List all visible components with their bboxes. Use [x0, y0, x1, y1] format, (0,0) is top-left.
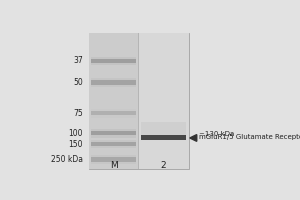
Text: ~130 kDa: ~130 kDa [199, 131, 234, 137]
Bar [91, 109, 136, 118]
Text: M: M [110, 161, 118, 170]
Polygon shape [190, 135, 197, 141]
Text: mGluR1/5 Glutamate Receptor: mGluR1/5 Glutamate Receptor [199, 134, 300, 140]
Bar [138, 33, 139, 169]
Bar [89, 33, 139, 169]
Bar [91, 131, 136, 135]
Text: 100: 100 [68, 129, 83, 138]
Text: 75: 75 [73, 109, 83, 118]
Text: 250 kDa: 250 kDa [51, 155, 83, 164]
Bar [91, 140, 136, 148]
Bar [91, 157, 136, 162]
Bar [91, 142, 136, 146]
Bar [91, 80, 136, 85]
Bar [91, 155, 136, 164]
Text: 50: 50 [73, 78, 83, 87]
Bar [139, 33, 189, 169]
Text: 37: 37 [73, 56, 83, 65]
Bar [141, 122, 186, 135]
Bar [91, 57, 136, 65]
Bar [91, 78, 136, 87]
Text: 2: 2 [161, 161, 167, 170]
Bar [89, 33, 189, 169]
Bar [91, 129, 136, 138]
Bar [91, 59, 136, 63]
Text: 150: 150 [68, 140, 83, 149]
Bar [91, 111, 136, 115]
Bar [141, 135, 186, 140]
